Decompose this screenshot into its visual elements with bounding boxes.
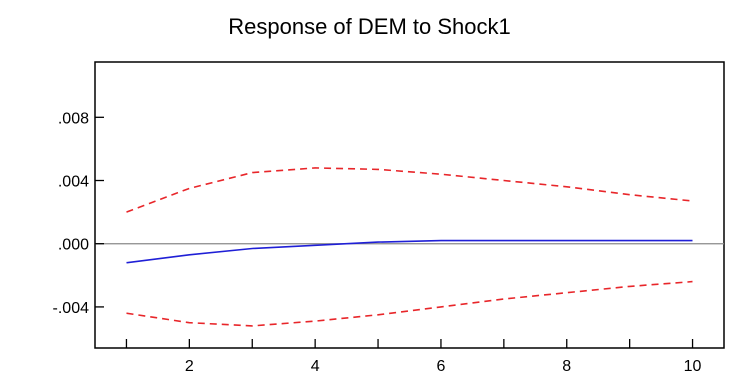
lower-band-line — [126, 280, 693, 327]
x-tick-label: 8 — [562, 358, 571, 374]
plot-frame — [94, 61, 725, 349]
chart-title: Response of DEM to Shock1 — [228, 14, 511, 39]
y-tick-label: .004 — [58, 174, 89, 191]
upper-band-line — [126, 167, 693, 213]
y-tick-label: .008 — [58, 110, 89, 127]
x-tick-label: 4 — [311, 358, 320, 374]
y-tick-label: -.004 — [53, 300, 90, 317]
x-tick-label: 6 — [436, 358, 445, 374]
y-tick-label: .000 — [58, 237, 89, 254]
response-line — [126, 239, 693, 264]
x-tick-label: 2 — [185, 358, 194, 374]
x-tick-label: 10 — [684, 358, 702, 374]
